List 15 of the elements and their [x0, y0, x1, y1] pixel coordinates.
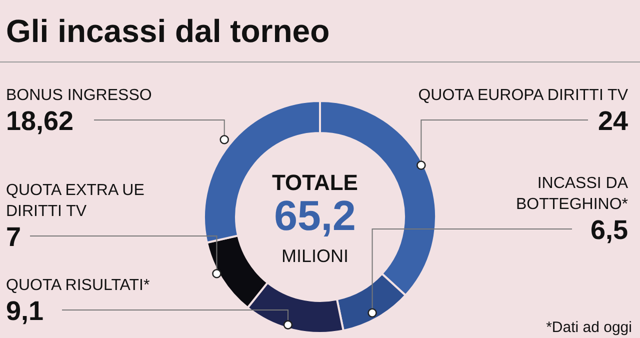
text: 65,2 — [274, 192, 356, 239]
slice-label: BONUS INGRESSO — [6, 87, 152, 104]
text: TOTALE — [272, 170, 358, 195]
slice-label: QUOTA EXTRA UE DIRITTI TV — [6, 182, 144, 220]
chart-title: Gli incassi dal torneo — [6, 13, 330, 49]
data-label: 7 — [6, 222, 22, 252]
data-label: 9,1 — [6, 296, 44, 326]
slice-label: QUOTA RISULTATI* — [6, 277, 150, 294]
slice-label: QUOTA EUROPA DIRITTI TV — [418, 87, 628, 104]
slice-label: INCASSI DA BOTTEGHINO* — [516, 175, 628, 213]
data-label: 24 — [598, 106, 628, 136]
data-label: 18,62 — [6, 106, 74, 136]
text: *Dati ad oggi — [546, 319, 632, 336]
text: MILIONI — [281, 246, 349, 266]
data-label: 6,5 — [590, 215, 628, 245]
